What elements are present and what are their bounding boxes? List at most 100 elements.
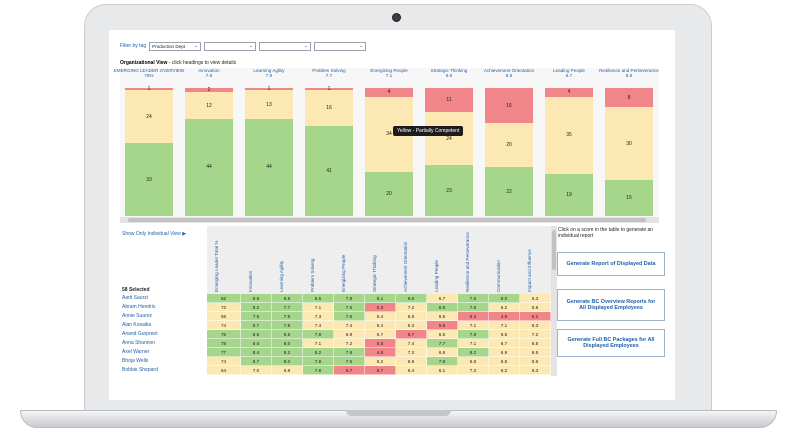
column-header[interactable]: Innovation <box>241 230 272 292</box>
score-cell[interactable]: 6.6 <box>458 357 489 366</box>
bar-segment-red[interactable]: 8 <box>605 88 653 108</box>
score-cell[interactable]: 7.2 <box>334 339 365 348</box>
score-cell[interactable]: 8.2 <box>303 348 334 357</box>
score-cell[interactable]: 7.2 <box>520 330 551 339</box>
chart-bar[interactable]: 1 16 41 <box>305 86 353 216</box>
score-cell[interactable]: 7.1 <box>489 321 520 330</box>
score-cell[interactable]: 5.2 <box>520 312 551 321</box>
column-header[interactable]: Learning Agility <box>272 230 303 292</box>
column-header[interactable]: Leading People <box>427 230 458 292</box>
score-cell[interactable]: 6.3 <box>520 321 551 330</box>
generate-report-button[interactable]: Generate Report of Displayed Data <box>557 252 665 276</box>
bar-segment-red[interactable]: 2 <box>185 87 233 93</box>
score-cell[interactable]: 8.8 <box>272 294 303 303</box>
score-cell[interactable]: 5.7 <box>365 366 396 375</box>
employee-name-link[interactable]: Annie Suarez <box>122 313 153 319</box>
employee-name-link[interactable]: Alan Kosalka <box>122 322 152 328</box>
scrollbar-thumb[interactable] <box>552 230 556 270</box>
score-cell[interactable]: 6.2 <box>489 303 520 312</box>
score-cell[interactable]: 7.8 <box>303 366 334 375</box>
score-cell[interactable]: 7.4 <box>396 339 427 348</box>
score-cell[interactable]: 7.7 <box>272 303 303 312</box>
column-header[interactable]: Strategic Thinking <box>365 230 396 292</box>
score-cell[interactable]: 69 <box>207 312 241 321</box>
score-cell[interactable]: 7.8 <box>458 330 489 339</box>
score-cell[interactable]: 8.7 <box>241 357 272 366</box>
employee-name-link[interactable]: Bhoja Wells <box>122 358 149 364</box>
score-cell[interactable]: 7.2 <box>396 303 427 312</box>
score-cell[interactable]: 6.3 <box>396 321 427 330</box>
score-cell[interactable]: 7.8 <box>334 294 365 303</box>
score-cell[interactable]: 7.8 <box>303 330 334 339</box>
bar-segment-red[interactable]: 1 <box>245 86 293 92</box>
bar-segment-green[interactable]: 15 <box>605 179 653 216</box>
bar-segment-red[interactable]: 1 <box>125 86 173 92</box>
column-header[interactable]: Resilience and Perseverance <box>458 230 489 292</box>
score-cell[interactable]: 7.3 <box>458 366 489 375</box>
score-cell[interactable]: 7.1 <box>303 303 334 312</box>
chart-bar[interactable]: 8 30 15 <box>605 88 653 216</box>
chart-bar[interactable]: 1 13 44 <box>245 86 293 216</box>
chart-heading[interactable]: EMERGING LEADER OVERVIEW 75% <box>113 68 185 78</box>
chart-heading[interactable]: Achievement Orientation 6.9 <box>473 68 545 78</box>
column-header[interactable]: Energizing People <box>334 230 365 292</box>
bar-segment-yellow[interactable]: 13 <box>245 90 293 119</box>
score-cell[interactable]: 6.7 <box>365 330 396 339</box>
chart-heading[interactable]: Strategic Thinking 6.9 <box>413 68 485 78</box>
chart-heading[interactable]: Problem Solving 7.7 <box>293 68 365 78</box>
score-cell[interactable]: 8.4 <box>241 348 272 357</box>
score-cell[interactable]: 6.3 <box>520 294 551 303</box>
score-cell[interactable]: 7.8 <box>334 348 365 357</box>
score-cell[interactable]: 8.7 <box>241 321 272 330</box>
score-cell[interactable]: 8.2 <box>241 303 272 312</box>
bar-segment-green[interactable]: 22 <box>485 167 533 216</box>
bar-segment-red[interactable]: 4 <box>365 88 413 97</box>
table-vertical-scrollbar[interactable] <box>551 226 557 376</box>
column-header[interactable]: Impact and Influence <box>520 230 551 292</box>
score-cell[interactable]: 7.8 <box>272 321 303 330</box>
score-cell[interactable]: 6.6 <box>396 312 427 321</box>
column-header[interactable]: Problem Solving <box>303 230 334 292</box>
score-cell[interactable]: 4.8 <box>489 312 520 321</box>
chart-heading[interactable]: Innovation 7.9 <box>173 68 245 78</box>
score-cell[interactable]: 7.6 <box>334 357 365 366</box>
chart-bar[interactable]: 1 24 33 <box>125 86 173 216</box>
score-cell[interactable]: 6.4 <box>396 366 427 375</box>
score-cell[interactable]: 6.9 <box>489 348 520 357</box>
score-cell[interactable]: 74 <box>207 357 241 366</box>
bar-segment-yellow[interactable]: 20 <box>485 123 533 168</box>
score-cell[interactable]: 7.4 <box>334 321 365 330</box>
score-cell[interactable]: 8.0 <box>272 357 303 366</box>
column-header[interactable]: Emerging Leader Total % <box>207 230 238 293</box>
score-cell[interactable]: 6.6 <box>520 357 551 366</box>
employee-name-link[interactable]: Bobbie Shepard <box>122 367 158 373</box>
score-cell[interactable]: 5.3 <box>365 303 396 312</box>
filter-select-1[interactable]: Production Dept ⌄ <box>149 41 202 51</box>
bar-segment-green[interactable]: 20 <box>365 171 413 216</box>
bar-segment-green[interactable]: 44 <box>245 118 293 216</box>
employee-name-link[interactable]: Axel Warner <box>122 349 150 355</box>
score-cell[interactable]: 8.2 <box>272 348 303 357</box>
score-cell[interactable]: 5.8 <box>427 321 458 330</box>
chart-bar[interactable]: 16 20 22 <box>485 88 533 216</box>
bar-segment-green[interactable]: 23 <box>425 165 473 216</box>
score-cell[interactable]: 7.9 <box>272 312 303 321</box>
score-cell[interactable]: 6.7 <box>427 294 458 303</box>
score-cell[interactable]: 7.1 <box>303 339 334 348</box>
chart-bar[interactable]: 4 34 20 <box>365 88 413 216</box>
score-cell[interactable]: 74 <box>207 321 241 330</box>
score-cell[interactable]: 7.7 <box>427 339 458 348</box>
filter-select-4[interactable]: ⌄ <box>314 41 367 51</box>
column-header[interactable]: Achievement Orientation <box>396 230 427 292</box>
filter-select-2[interactable]: ⌄ <box>204 41 257 51</box>
score-cell[interactable]: 8.0 <box>272 339 303 348</box>
column-header[interactable]: Communication <box>489 230 520 292</box>
chart-horizontal-scrollbar[interactable] <box>120 217 659 223</box>
employee-name-link[interactable]: Anna Shannon <box>122 340 156 346</box>
scrollbar-thumb[interactable] <box>128 218 646 222</box>
score-cell[interactable]: 6.8 <box>520 303 551 312</box>
generate-packages-button[interactable]: Generate Full BC Packages for All Displa… <box>557 329 665 357</box>
score-cell[interactable]: 8.0 <box>489 294 520 303</box>
score-cell[interactable]: 8.8 <box>241 294 272 303</box>
chart-bar[interactable]: 4 35 19 <box>545 88 593 216</box>
